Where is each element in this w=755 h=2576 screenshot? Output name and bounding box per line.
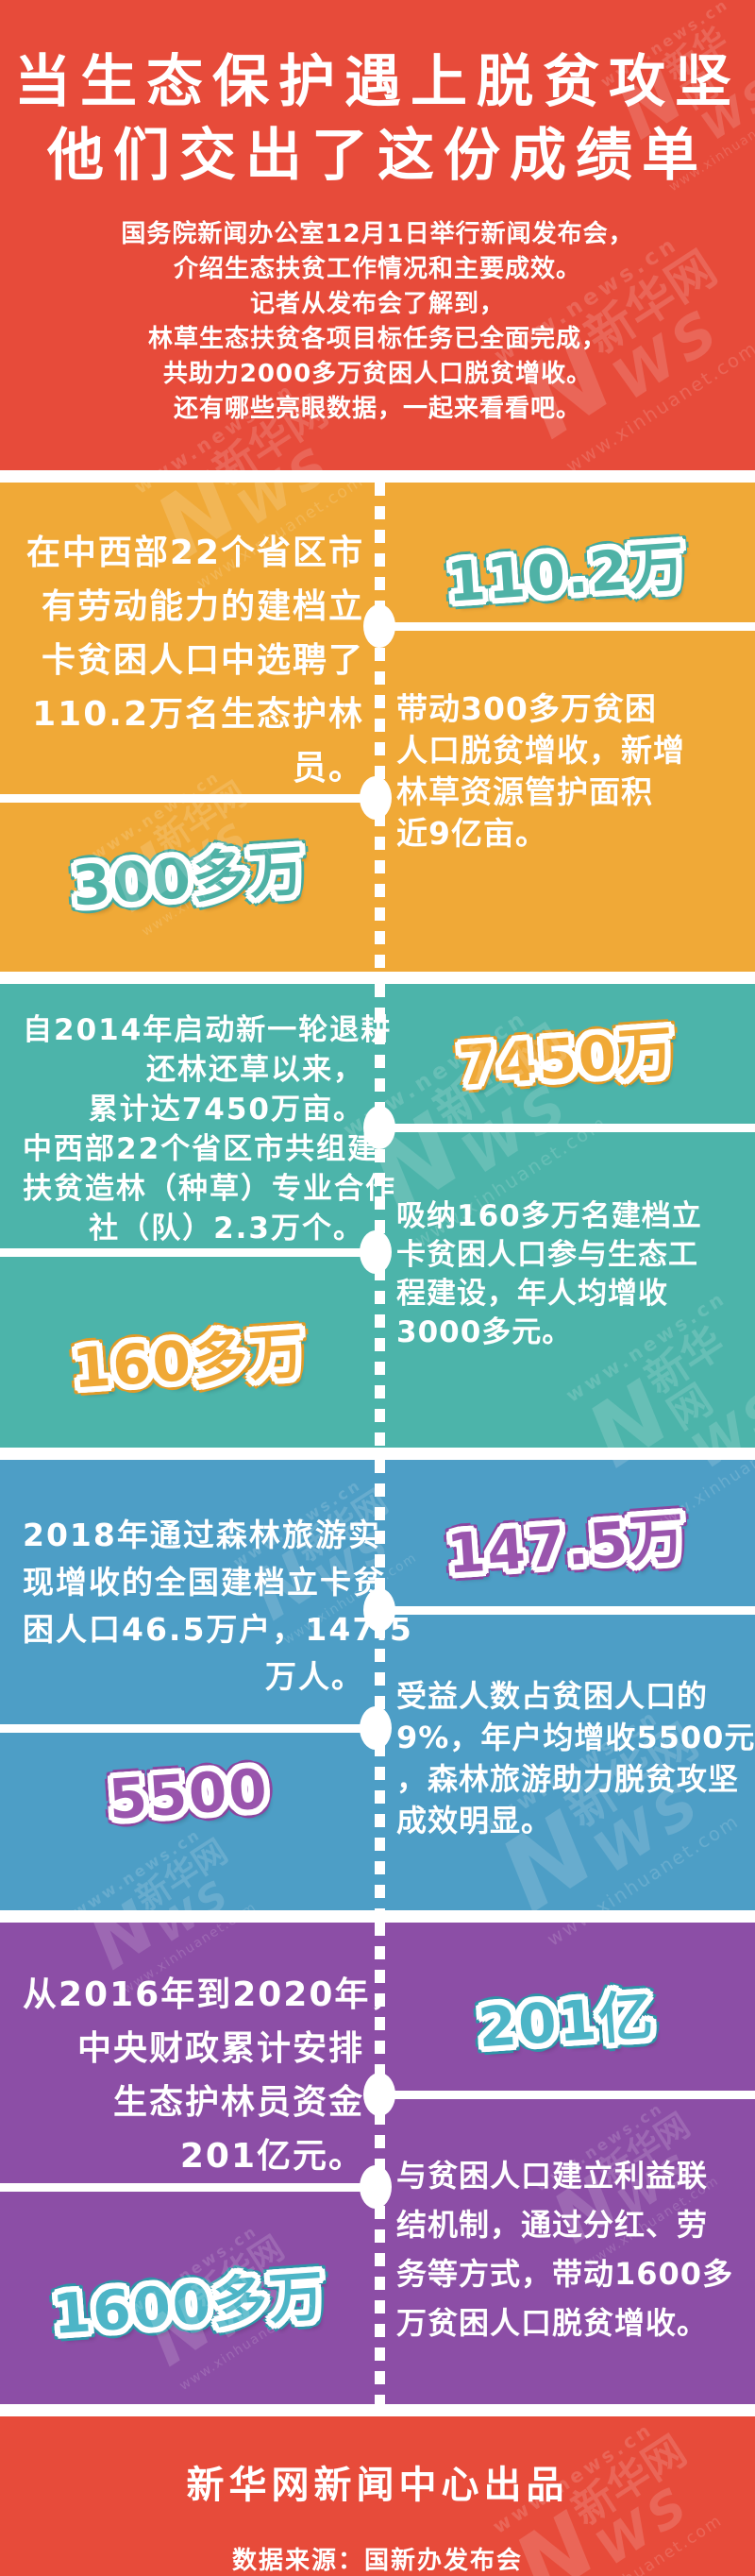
connector-line-right: [363, 1106, 755, 1149]
footer-section: 新华网新闻中心出品 数据来源：国新办发布会: [0, 2416, 755, 2576]
intro-text: 国务院新闻办公室12月1日举行新闻发布会， 介绍生态扶贫工作情况和主要成效。 记…: [121, 220, 634, 423]
stat-number-bottom: 160多万: [70, 1320, 308, 1401]
stat-number-bottom: 300多万: [70, 838, 308, 919]
stat-number-top: 110.2万: [445, 534, 689, 615]
stat-right-text: 与贫困人口建立利益联 结机制，通过分红、劳 务等方式，带动1600多 万贫困人口…: [396, 2158, 734, 2341]
data-source-note: 数据来源：国新办发布会: [231, 2547, 523, 2575]
stat-left-text: 2018年通过森林旅游实 现增收的全国建档立卡贫 困人口46.5万户，147.5…: [23, 1517, 413, 1695]
connector-line-right: [363, 1588, 755, 1632]
section-divider: [0, 1910, 755, 1923]
timeline-node: [363, 604, 395, 648]
stat-right-text: 带动300多万贫困 人口脱贫增收，新增 林草资源管护面积 近9亿亩。: [396, 690, 685, 852]
timeline-node: [360, 1230, 392, 1274]
stat-section-forest-rangers: 在中西部22个省区市 有劳动能力的建档立 卡贫困人口中选聘了 110.2万名生态…: [0, 483, 755, 972]
section-divider: [0, 2404, 755, 2416]
section-divider: [0, 470, 755, 483]
timeline-node: [360, 776, 392, 820]
connector-line-right: [363, 604, 755, 648]
connector-line-left: [0, 776, 392, 820]
stat-number-bottom: 1600多万: [50, 2262, 328, 2347]
header-section: 当生态保护遇上脱贫攻坚 他们交出了这份成绩单 国务院新闻办公室12月1日举行新闻…: [0, 0, 755, 470]
timeline-node: [360, 2165, 392, 2209]
connector-line-right: [363, 2073, 755, 2116]
timeline-node: [363, 2073, 395, 2116]
connector-line-left: [0, 1230, 392, 1274]
center-dashed-line: [375, 483, 385, 972]
stat-left-text: 在中西部22个省区市 有劳动能力的建档立 卡贫困人口中选聘了 110.2万名生态…: [25, 534, 364, 788]
stat-right-text: 吸纳160多万名建档立 卡贫困人口参与生态工 程建设，年人均增收 3000多元。: [396, 1199, 702, 1349]
stat-section-reforestation: 自2014年启动新一轮退耕 还林还草以来， 累计达7450万亩。 中西部22个省…: [0, 984, 755, 1448]
section-divider: [0, 972, 755, 984]
section-divider: [0, 1448, 755, 1460]
timeline-node: [360, 1706, 392, 1750]
stat-number-top: 147.5万: [445, 1505, 689, 1586]
stat-number-top: 7450万: [456, 1019, 678, 1098]
stat-number-top: 201亿: [476, 1983, 658, 2060]
center-dashed-line: [375, 984, 385, 1448]
center-dashed-line: [375, 1923, 385, 2404]
poster-title: 当生态保护遇上脱贫攻坚 他们交出了这份成绩单: [14, 49, 741, 189]
connector-line-left: [0, 2165, 392, 2209]
center-dashed-line: [375, 1460, 385, 1910]
timeline-node: [363, 1588, 395, 1632]
timeline-node: [363, 1106, 395, 1149]
connector-line-left: [0, 1706, 392, 1750]
stat-section-central-funding: 从2016年到2020年， 中央财政累计安排 生态护林员资金 201亿元。 20…: [0, 1923, 755, 2404]
stat-left-text: 自2014年启动新一轮退耕 还林还草以来， 累计达7450万亩。 中西部22个省…: [23, 1013, 396, 1246]
stat-left-text: 从2016年到2020年， 中央财政累计安排 生态护林员资金 201亿元。: [23, 1975, 407, 2176]
stat-number-bottom: 5500: [107, 1756, 271, 1832]
stat-section-forest-tourism: 2018年通过森林旅游实 现增收的全国建档立卡贫 困人口46.5万户，147.5…: [0, 1460, 755, 1910]
producer-credit: 新华网新闻中心出品: [186, 2464, 569, 2507]
stat-right-text: 受益人数占贫困人口的 9%，年户均增收5500元 ，森林旅游助力脱贫攻坚 成效明…: [396, 1678, 755, 1839]
